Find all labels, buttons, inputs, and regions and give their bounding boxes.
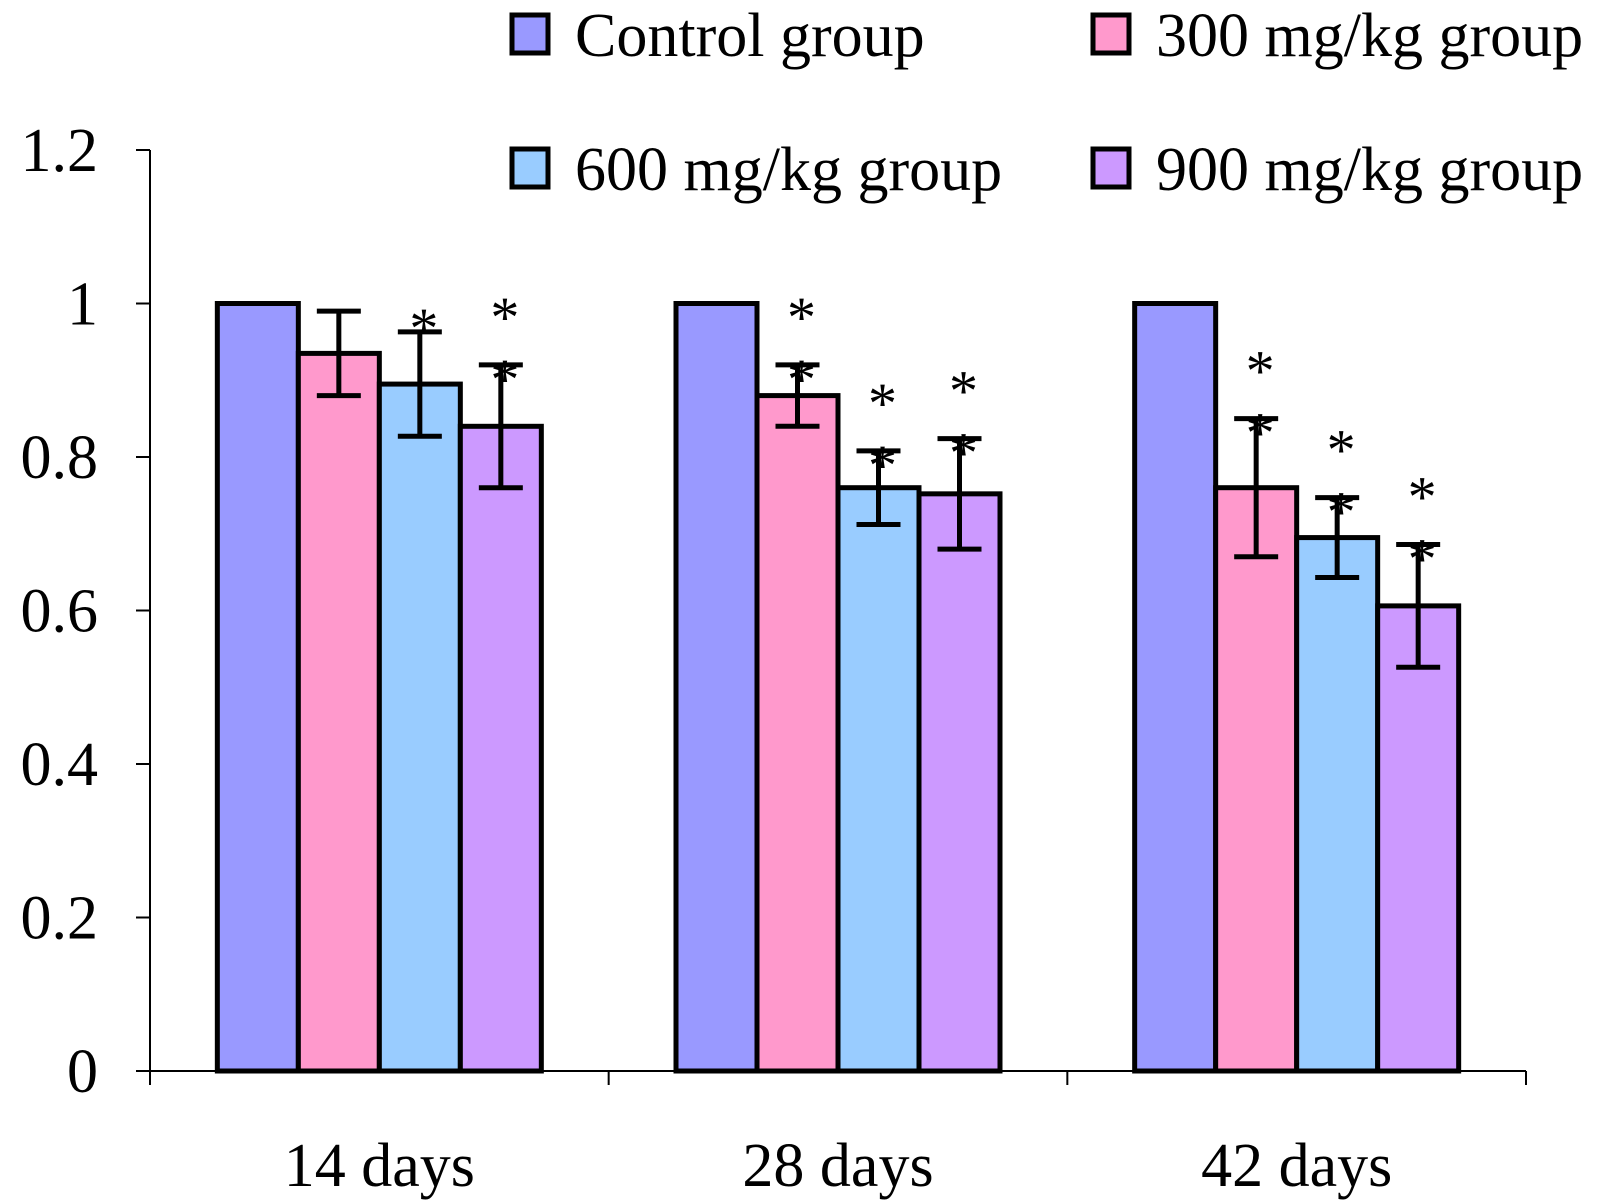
significance-star: * xyxy=(1327,480,1356,545)
bar xyxy=(673,301,760,1074)
error-bar xyxy=(397,329,442,439)
significance-star: * xyxy=(490,285,519,350)
error-bar xyxy=(478,362,523,491)
legend: Control group 300 mg/kg group 600 mg/kg gr… xyxy=(509,2,1583,204)
significance-star: * xyxy=(949,359,978,424)
error-bars xyxy=(316,308,1441,670)
significance-star: * xyxy=(1408,526,1437,591)
significance-star: * xyxy=(1246,339,1275,404)
legend-swatch xyxy=(509,12,551,56)
significance-star: * xyxy=(490,347,519,412)
significance-star: * xyxy=(409,296,438,361)
y-tick-label: 0 xyxy=(67,1038,98,1106)
legend-item: Control group xyxy=(509,2,925,70)
error-bar xyxy=(1234,416,1279,560)
legend-label: Control group xyxy=(575,2,925,70)
significance-star: * xyxy=(787,285,816,350)
legend-swatch xyxy=(1090,146,1132,190)
significance-star: * xyxy=(868,371,897,436)
bar xyxy=(1132,301,1219,1074)
legend-label: 900 mg/kg group xyxy=(1156,136,1583,204)
bars xyxy=(214,301,1462,1074)
error-bar xyxy=(856,448,901,528)
legend-item: 900 mg/kg group xyxy=(1090,136,1583,204)
axis-labels: 0 0.2 0.4 0.6 0.8 1 1.2 14 days 28 days 42 days xyxy=(21,117,1393,1200)
y-tick-label: 0.2 xyxy=(21,885,99,953)
legend-label: 300 mg/kg group xyxy=(1156,2,1583,70)
error-bar xyxy=(937,436,982,552)
legend-label: 600 mg/kg group xyxy=(575,136,1002,204)
legend-item: 600 mg/kg group xyxy=(509,136,1002,204)
significance-star: * xyxy=(949,421,978,486)
error-bar xyxy=(775,362,820,429)
error-bar xyxy=(1396,541,1441,670)
y-tick-label: 0.4 xyxy=(21,731,99,799)
error-bar xyxy=(1315,495,1360,580)
bar xyxy=(1213,485,1300,1074)
bar xyxy=(214,301,301,1074)
y-tick-label: 1.2 xyxy=(21,117,99,185)
bar xyxy=(835,485,922,1074)
legend-swatch xyxy=(509,146,551,190)
significance-marks: * **** ****** ** ** xyxy=(409,285,1436,592)
significance-star: * xyxy=(868,433,897,498)
significance-star: * xyxy=(1327,418,1356,483)
significance-star: * xyxy=(1246,401,1275,466)
x-category-label: 42 days xyxy=(1201,1132,1392,1200)
significance-star: * xyxy=(787,347,816,412)
legend-swatch xyxy=(1090,12,1132,56)
bar xyxy=(295,350,382,1074)
bar xyxy=(1375,603,1462,1074)
error-bar xyxy=(316,308,361,399)
bar xyxy=(754,393,841,1074)
y-tick-label: 1 xyxy=(67,271,98,339)
y-tick-label: 0.8 xyxy=(21,424,99,492)
bar xyxy=(376,381,463,1074)
significance-star: * xyxy=(1408,464,1437,529)
bar xyxy=(916,491,1003,1074)
bar xyxy=(457,423,544,1074)
y-tick-label: 0.6 xyxy=(21,578,99,646)
bar xyxy=(1294,535,1381,1074)
legend-item: 300 mg/kg group xyxy=(1090,2,1583,70)
x-category-label: 28 days xyxy=(742,1132,933,1200)
x-category-label: 14 days xyxy=(284,1132,475,1200)
